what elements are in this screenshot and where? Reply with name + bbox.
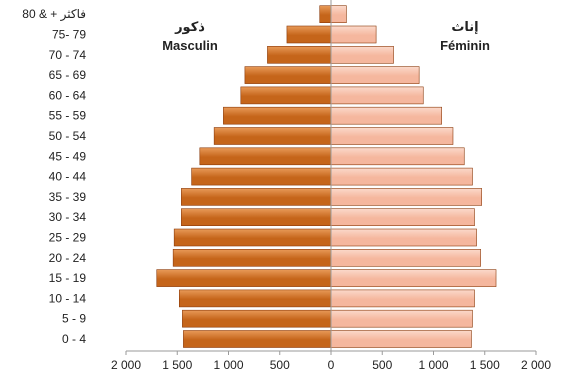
female-bar <box>330 167 473 186</box>
age-group-label: 0 - 4 <box>62 332 86 346</box>
age-group-label: 75- 79 <box>52 28 86 42</box>
age-group-label: 45 - 49 <box>49 149 87 163</box>
age-group-label: 20 - 24 <box>49 251 87 265</box>
x-tick-label: 2 000 <box>111 358 141 372</box>
female-bar <box>330 147 465 166</box>
age-group-label: 15 - 19 <box>49 271 87 285</box>
age-group-label: 40 - 44 <box>49 170 87 184</box>
female-label: Féminin <box>440 38 490 53</box>
x-tick-label: 2 000 <box>521 358 551 372</box>
age-group-label: 55 - 59 <box>49 109 87 123</box>
age-group-label: 30 - 34 <box>49 210 87 224</box>
age-group-label: 70 - 74 <box>49 48 87 62</box>
male-bar <box>183 330 332 348</box>
bars-group <box>156 5 497 348</box>
male-label-ar: ذكور <box>174 19 205 34</box>
female-bar <box>330 45 394 64</box>
age-group-label: 60 - 64 <box>49 88 87 102</box>
x-axis-ticks: 2 000 1 500 1 000 500 0 500 1 000 1 500 2 000 <box>111 351 551 372</box>
female-bar <box>330 86 424 105</box>
y-axis-labels: 0 - 4 5 - 9 10 - 14 15 - 19 20 - 24 25 - 29 30… <box>22 7 86 346</box>
female-bar <box>330 228 477 247</box>
male-bar <box>319 5 332 23</box>
female-bar <box>330 25 377 44</box>
age-group-label: 10 - 14 <box>49 291 87 305</box>
female-bar <box>330 188 482 206</box>
x-tick-label: 1 000 <box>213 358 243 372</box>
male-bar <box>191 167 332 186</box>
age-group-label: 5 - 9 <box>62 312 86 326</box>
male-label: Masculin <box>162 38 218 53</box>
age-group-label: 80 & + فاكثر <box>22 7 86 22</box>
x-tick-label: 1 000 <box>418 358 448 372</box>
female-bar <box>330 127 454 145</box>
male-bar <box>172 249 332 267</box>
x-tick-label: 0 <box>328 358 335 372</box>
female-bar <box>330 208 475 226</box>
female-bar <box>330 330 472 348</box>
age-group-label: 35 - 39 <box>49 190 87 204</box>
age-group-label: 25 - 29 <box>49 231 87 245</box>
male-bar <box>156 269 332 287</box>
female-bar <box>330 249 481 267</box>
x-tick-label: 1 500 <box>162 358 192 372</box>
x-tick-label: 500 <box>270 358 290 372</box>
male-bar <box>240 86 332 105</box>
female-label-ar: إناث <box>451 19 478 34</box>
male-bar <box>267 45 332 64</box>
male-bar <box>286 25 332 44</box>
female-bar <box>330 106 442 125</box>
x-tick-label: 1 500 <box>470 358 500 372</box>
age-group-label: 65 - 69 <box>49 68 87 82</box>
male-bar <box>179 289 332 308</box>
female-bar <box>330 5 347 23</box>
male-bar <box>182 309 332 328</box>
female-bar <box>330 289 475 308</box>
female-bar <box>330 66 420 84</box>
x-tick-label: 500 <box>372 358 392 372</box>
male-bar <box>173 228 332 247</box>
male-bar <box>213 127 332 145</box>
male-bar <box>181 208 332 226</box>
age-group-label: 50 - 54 <box>49 129 87 143</box>
female-bar <box>330 309 473 328</box>
male-bar <box>199 147 332 166</box>
male-bar <box>223 106 332 125</box>
male-bar <box>181 188 332 206</box>
female-bar <box>330 269 497 287</box>
male-bar <box>244 66 332 84</box>
